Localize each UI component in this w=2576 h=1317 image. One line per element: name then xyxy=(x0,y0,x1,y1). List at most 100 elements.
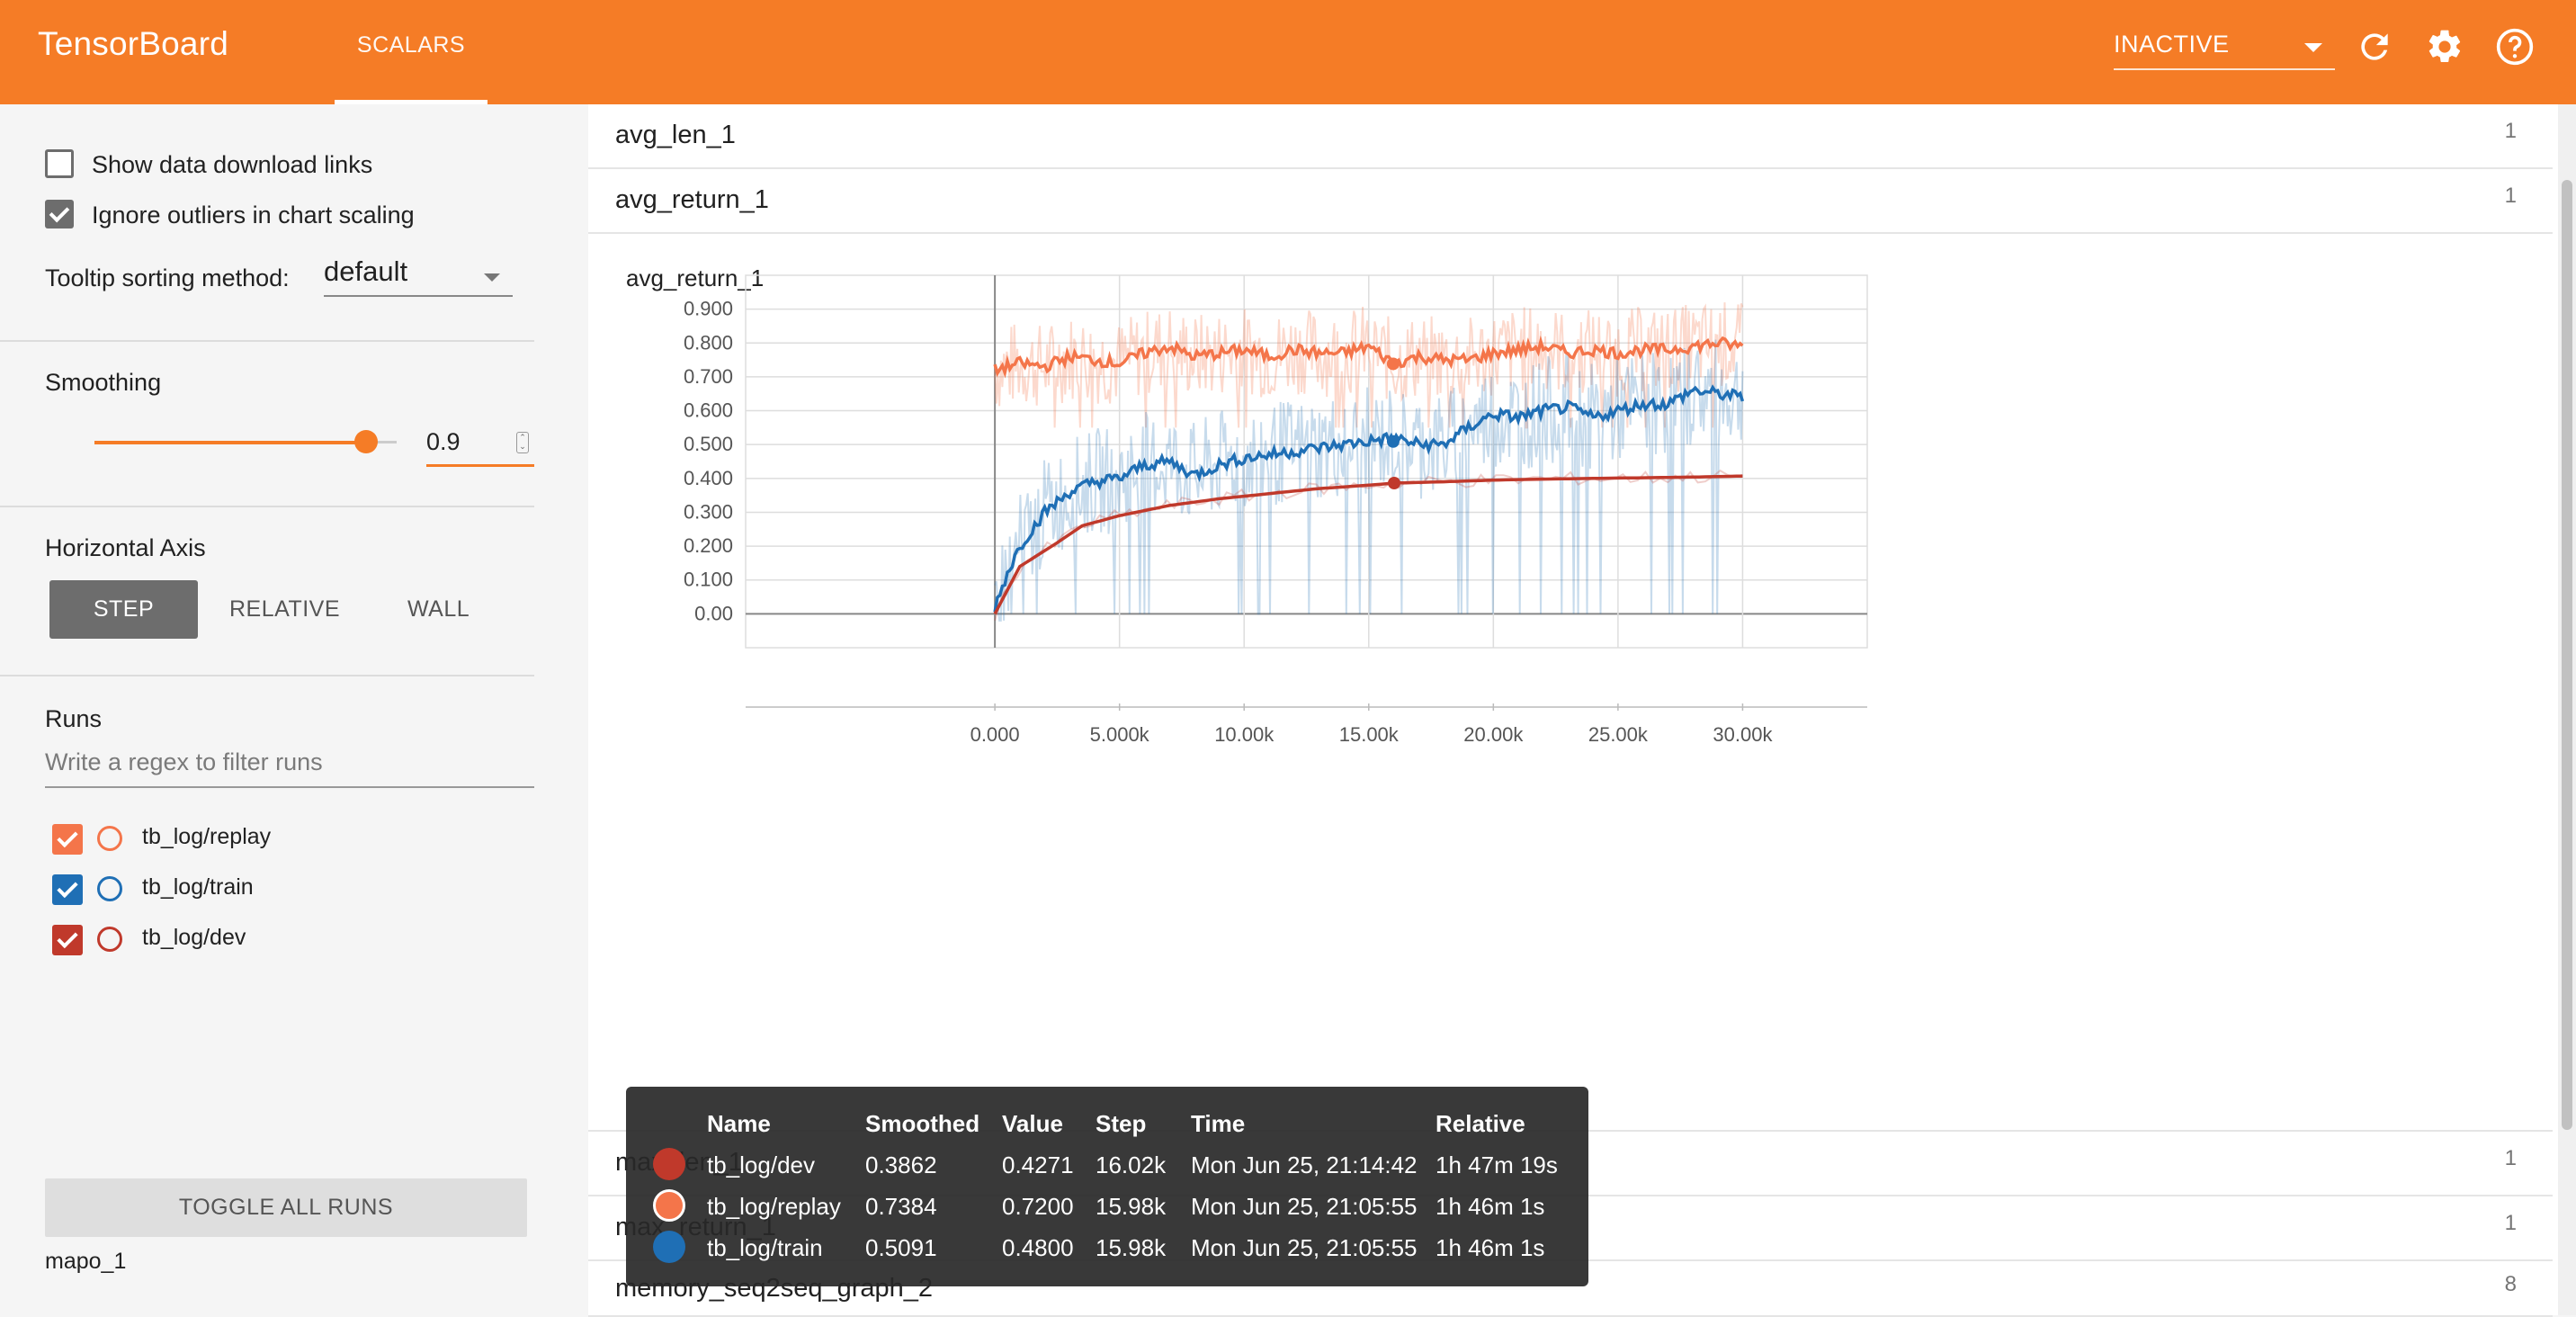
inactive-select-label: INACTIVE xyxy=(2114,31,2230,58)
runs-heading: Runs xyxy=(45,705,103,732)
x-tick-label: 15.00k xyxy=(1339,723,1400,746)
tooltip-col-value: Value xyxy=(1002,1110,1063,1137)
group-count: 1 xyxy=(2504,1211,2517,1235)
stepper-icon[interactable]: ⌃ ⌄ xyxy=(516,432,529,453)
tab-scalars-label: SCALARS xyxy=(356,32,466,58)
plot-frame xyxy=(745,274,1868,649)
run-color-circle[interactable] xyxy=(97,876,122,901)
run-checkbox-replay[interactable] xyxy=(52,824,83,855)
ignore-outliers-checkbox[interactable] xyxy=(45,200,74,228)
x-tick-label: 5.000k xyxy=(1090,723,1150,746)
tooltip-cell: 16.02k xyxy=(1096,1151,1167,1178)
group-name: avg_len_1 xyxy=(615,121,736,149)
tooltip-col-relative: Relative xyxy=(1436,1110,1525,1137)
run-label-train: tb_log/train xyxy=(142,874,254,900)
axis-relative-button[interactable]: RELATIVE xyxy=(229,596,341,622)
group-row[interactable]: avg_len_1 1 xyxy=(588,104,2553,169)
hover-marker xyxy=(1386,357,1400,371)
y-tick-label: 0.700 xyxy=(684,365,733,388)
tooltip-run-dot xyxy=(653,1148,685,1180)
sidebar-divider xyxy=(0,506,534,507)
tooltip-cell: tb_log/replay xyxy=(707,1193,841,1220)
series-line xyxy=(993,384,1745,613)
group-count: 1 xyxy=(2504,1146,2517,1170)
sidebar-divider xyxy=(0,675,534,676)
tooltip-sorting-value: default xyxy=(324,255,408,287)
chart-title: avg_return_1 xyxy=(626,264,765,291)
axis-wall-button[interactable]: WALL xyxy=(407,596,470,622)
sidebar: Show data download links Ignore outliers… xyxy=(0,104,585,1315)
tooltip-col-name: Name xyxy=(707,1110,771,1137)
group-count: 1 xyxy=(2504,184,2517,208)
y-tick-label: 0.100 xyxy=(684,569,733,591)
series-line xyxy=(993,335,1744,379)
line-chart[interactable]: 0.00 0.100 0.200 0.300 0.400 0.500 0.600 0.700 0… xyxy=(588,234,2553,1130)
run-label-dev: tb_log/dev xyxy=(142,925,246,950)
hover-marker xyxy=(1386,435,1400,448)
horizontal-axis-heading: Horizontal Axis xyxy=(45,534,206,561)
y-tick-label: 0.00 xyxy=(694,602,733,624)
tab-scalars[interactable]: SCALARS xyxy=(335,0,487,104)
y-tick-label: 0.400 xyxy=(684,467,733,489)
run-color-circle[interactable] xyxy=(97,826,122,851)
ignore-outliers-label: Ignore outliers in chart scaling xyxy=(92,202,415,228)
run-checkbox-train[interactable] xyxy=(52,874,83,905)
scrollbar[interactable] xyxy=(2558,104,2576,1315)
smoothing-slider-thumb[interactable] xyxy=(354,430,378,453)
dropdown-caret-icon xyxy=(2304,43,2322,52)
tooltip-run-dot xyxy=(653,1231,685,1263)
toggle-all-runs-button[interactable]: TOGGLE ALL RUNS xyxy=(45,1178,527,1237)
x-tick-label: 0.000 xyxy=(970,723,1020,746)
sidebar-divider xyxy=(0,340,534,342)
y-tick-label: 0.500 xyxy=(684,433,733,455)
group-count: 8 xyxy=(2504,1272,2517,1296)
tooltip-col-step: Step xyxy=(1096,1110,1147,1137)
tooltip-cell: 0.3862 xyxy=(865,1151,937,1178)
inactive-dashboard-select[interactable]: INACTIVE xyxy=(2114,31,2335,70)
tooltip-cell: 15.98k xyxy=(1096,1234,1167,1261)
raw-series-line xyxy=(994,339,1744,622)
group-count: 1 xyxy=(2504,119,2517,143)
y-tick-label: 0.300 xyxy=(684,500,733,523)
group-row[interactable]: avg_return_1 1 xyxy=(588,169,2553,234)
x-tick-label: 20.00k xyxy=(1463,723,1524,746)
smoothed-series-layer xyxy=(993,335,1745,615)
dropdown-caret-icon xyxy=(484,273,500,282)
tooltip-sorting-select[interactable]: default xyxy=(324,255,513,297)
raw-series-line xyxy=(994,302,1744,429)
tooltip-cell: Mon Jun 25, 21:14:42 xyxy=(1191,1151,1418,1178)
runs-filter-input[interactable]: Write a regex to filter runs xyxy=(45,748,534,788)
smoothing-input[interactable]: 0.9 ⌃ ⌄ xyxy=(426,419,534,467)
tooltip-cell: 0.4800 xyxy=(1002,1234,1074,1261)
chart-card: avg_return_1 0.00 0.100 0.200 0.300 0.400 0.5… xyxy=(588,234,2553,1195)
show-download-links-label: Show data download links xyxy=(92,151,373,178)
refresh-icon[interactable] xyxy=(2355,27,2394,67)
gear-icon[interactable] xyxy=(2425,27,2464,67)
tooltip-cell: Mon Jun 25, 21:05:55 xyxy=(1191,1193,1418,1220)
run-color-circle[interactable] xyxy=(97,927,122,952)
tooltip-cell: 0.4271 xyxy=(1002,1151,1074,1178)
chart-tooltip: Name Smoothed Value Step Time Relative t… xyxy=(626,1087,1588,1286)
app-title[interactable]: TensorBoard xyxy=(38,25,228,62)
y-tick-label: 0.900 xyxy=(684,298,733,320)
tooltip-cell: 0.7384 xyxy=(865,1193,937,1220)
tooltip-cell: 0.7200 xyxy=(1002,1193,1074,1220)
tooltip-cell: tb_log/train xyxy=(707,1234,823,1261)
x-tick-label: 10.00k xyxy=(1214,723,1275,746)
tooltip-col-time: Time xyxy=(1191,1110,1246,1137)
tooltip-sorting-label: Tooltip sorting method: xyxy=(45,264,290,291)
tooltip-cell: 15.98k xyxy=(1096,1193,1167,1220)
tooltip-cell: Mon Jun 25, 21:05:55 xyxy=(1191,1234,1418,1261)
axis-step-button[interactable]: STEP xyxy=(49,580,198,639)
runs-filter-placeholder: Write a regex to filter runs xyxy=(45,748,323,775)
group-name: avg_return_1 xyxy=(615,185,769,214)
help-icon[interactable] xyxy=(2495,27,2535,67)
y-tick-label: 0.600 xyxy=(684,399,733,422)
run-checkbox-dev[interactable] xyxy=(52,925,83,955)
smoothing-value: 0.9 xyxy=(426,428,461,455)
tooltip-cell: 1h 46m 1s xyxy=(1436,1234,1545,1261)
tooltip-cell: 0.5091 xyxy=(865,1234,937,1261)
tooltip-cell: 1h 46m 1s xyxy=(1436,1193,1545,1220)
show-download-links-checkbox[interactable] xyxy=(45,149,74,178)
scrollbar-thumb[interactable] xyxy=(2562,180,2572,1130)
